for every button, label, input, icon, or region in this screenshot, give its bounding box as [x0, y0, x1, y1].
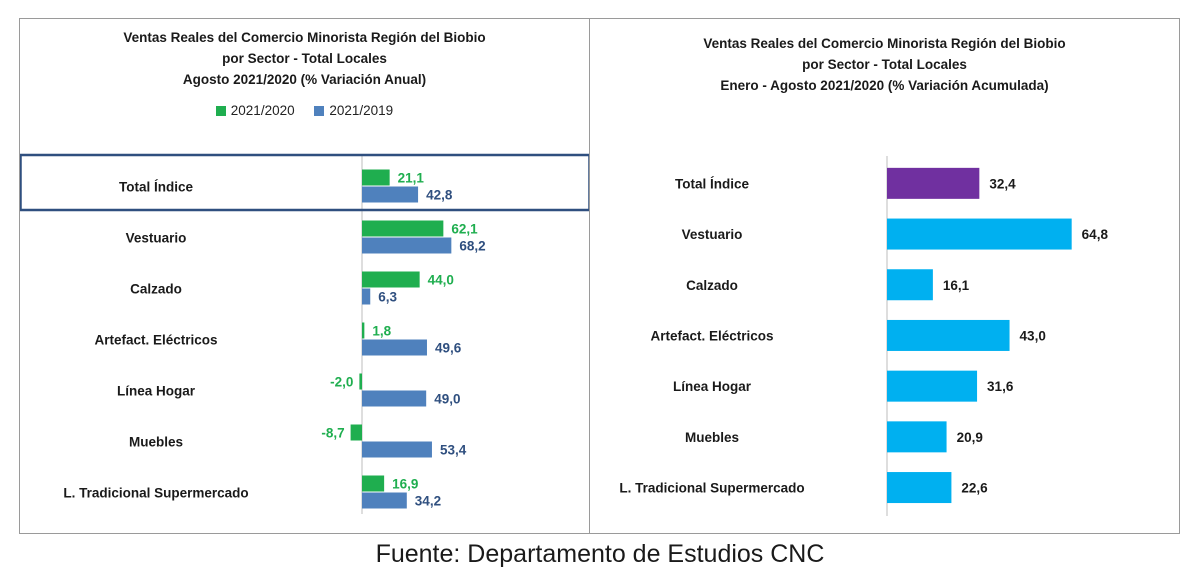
legend-item-2021-2019: 2021/2019: [314, 103, 393, 118]
legend-item-2021-2020: 2021/2020: [215, 103, 295, 118]
left-data-label-vestuario-2021-2020: 62,1: [451, 222, 478, 237]
left-category-label-calzado: Calzado: [130, 282, 182, 297]
left-data-label-calzado-2021-2019: 6,3: [378, 290, 397, 305]
right-category-label-artefact-electricos: Artefact. Eléctricos: [650, 328, 773, 343]
right-chart-plot: Total Índice 32,4 Vestuario 64,8 Calzado 16,1…: [619, 156, 1109, 516]
left-bar-total-indice-2021-2020: [362, 169, 390, 186]
right-data-label-linea-hogar: 31,6: [987, 379, 1014, 394]
right-bar-linea-hogar: [887, 370, 978, 402]
left-category-label-artefact-electricos: Artefact. Eléctricos: [94, 333, 217, 348]
left-bar-l-tradicional-supermercado-2021-2019: [362, 492, 407, 509]
right-category-label-linea-hogar: Línea Hogar: [673, 379, 752, 394]
right-bar-vestuario: [887, 218, 1072, 250]
left-highlight-box: [20, 153, 591, 212]
left-bar-vestuario-2021-2020: [362, 220, 444, 237]
left-data-label-l-tradicional-supermercado-2021-2019: 34,2: [415, 494, 441, 509]
legend-label-2021-2020: 2021/2020: [230, 103, 295, 118]
left-data-label-total-indice-2021-2019: 42,8: [426, 188, 453, 203]
left-bar-artefact-electricos-2021-2020: [362, 322, 365, 339]
left-bar-total-indice-2021-2019: [362, 186, 419, 203]
left-data-label-muebles-2021-2019: 53,4: [440, 443, 467, 458]
left-bar-muebles-2021-2020: [350, 424, 362, 441]
right-category-label-calzado: Calzado: [686, 278, 738, 293]
right-category-label-muebles: Muebles: [685, 430, 739, 445]
right-title-line-3: Enero - Agosto 2021/2020 (% Variación Ac…: [720, 78, 1049, 93]
left-title-line-2: por Sector - Total Locales: [222, 51, 387, 66]
left-data-label-calzado-2021-2020: 44,0: [428, 273, 454, 288]
left-bar-calzado-2021-2019: [362, 288, 371, 305]
left-category-label-muebles: Muebles: [129, 435, 183, 450]
left-category-label-l-tradicional-supermercado: L. Tradicional Supermercado: [63, 486, 248, 501]
left-bar-linea-hogar-2021-2019: [362, 390, 427, 407]
legend-swatch-2021-2019: [314, 106, 325, 116]
left-category-label-total-indice: Total Índice: [119, 180, 193, 195]
left-category-label-vestuario: Vestuario: [126, 231, 187, 246]
right-data-label-artefact-electricos: 43,0: [1020, 328, 1046, 343]
right-data-label-calzado: 16,1: [943, 278, 970, 293]
cumulative-variation-chart: Ventas Reales del Comercio Minorista Reg…: [589, 18, 1180, 534]
left-bar-muebles-2021-2019: [362, 441, 432, 458]
left-title-line-3: Agosto 2021/2020 (% Variación Anual): [182, 72, 427, 87]
right-category-label-total-indice: Total Índice: [675, 176, 749, 191]
left-data-label-artefact-electricos-2021-2020: 1,8: [372, 324, 391, 339]
left-data-label-total-indice-2021-2020: 21,1: [398, 171, 425, 186]
right-data-label-muebles: 20,9: [957, 430, 983, 445]
left-data-label-linea-hogar-2021-2019: 49,0: [434, 392, 460, 407]
source-footer: Fuente: Departamento de Estudios CNC: [375, 540, 825, 568]
right-data-label-total-indice: 32,4: [989, 176, 1016, 191]
left-title-line-1: Ventas Reales del Comercio Minorista Reg…: [123, 30, 486, 45]
right-bar-calzado: [887, 269, 933, 301]
left-category-label-linea-hogar: Línea Hogar: [117, 384, 196, 399]
left-bar-l-tradicional-supermercado-2021-2020: [362, 475, 385, 492]
left-bar-vestuario-2021-2019: [362, 237, 452, 254]
right-title-line-1: Ventas Reales del Comercio Minorista Reg…: [703, 36, 1066, 51]
annual-variation-chart: Ventas Reales del Comercio Minorista Reg…: [19, 18, 591, 534]
right-title-line-2: por Sector - Total Locales: [802, 57, 967, 72]
right-chart-title: Ventas Reales del Comercio Minorista Reg…: [590, 33, 1179, 96]
left-data-label-l-tradicional-supermercado-2021-2020: 16,9: [392, 477, 418, 492]
left-data-label-artefact-electricos-2021-2019: 49,6: [435, 341, 462, 356]
left-chart-legend: 2021/2020 2021/2019: [20, 103, 589, 118]
left-bar-artefact-electricos-2021-2019: [362, 339, 427, 356]
right-bar-muebles: [887, 421, 947, 453]
right-category-label-l-tradicional-supermercado: L. Tradicional Supermercado: [619, 481, 804, 496]
left-chart-title: Ventas Reales del Comercio Minorista Reg…: [20, 27, 589, 90]
right-bar-total-indice: [887, 167, 980, 199]
right-data-label-l-tradicional-supermercado: 22,6: [961, 481, 988, 496]
right-category-label-vestuario: Vestuario: [682, 227, 743, 242]
left-bar-calzado-2021-2020: [362, 271, 420, 288]
right-bar-artefact-electricos: [887, 319, 1010, 351]
legend-label-2021-2019: 2021/2019: [329, 103, 394, 118]
left-data-label-linea-hogar-2021-2020: -2,0: [330, 375, 353, 390]
legend-swatch-2021-2020: [215, 106, 226, 116]
left-bar-linea-hogar-2021-2020: [359, 373, 362, 390]
left-data-label-vestuario-2021-2019: 68,2: [459, 239, 485, 254]
left-chart-plot: Total Índice 21,142,8 Vestuario 62,1 68,2 Cal…: [20, 153, 591, 514]
right-bar-l-tradicional-supermercado: [887, 472, 952, 504]
left-data-label-muebles-2021-2020: -8,7: [321, 426, 344, 441]
right-data-label-vestuario: 64,8: [1082, 227, 1109, 242]
